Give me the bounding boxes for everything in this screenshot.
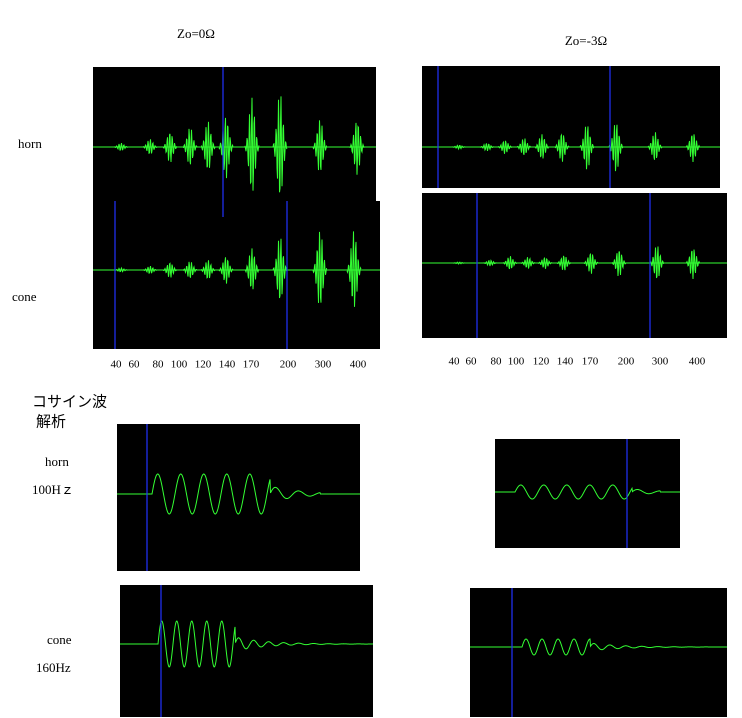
burst — [346, 231, 362, 307]
row-label: horn — [45, 454, 69, 469]
scope-screen — [117, 424, 360, 571]
waveform — [495, 484, 680, 500]
freq-tick-label: 100 — [508, 356, 525, 368]
row-label: cone — [47, 632, 72, 647]
row-label: cone — [12, 289, 37, 304]
burst — [244, 97, 260, 191]
scope-screen — [93, 67, 376, 217]
scope-screen — [422, 193, 727, 338]
freq-tick-label: 170 — [243, 359, 260, 371]
burst — [244, 248, 260, 290]
freq-tick-label: 40 — [449, 356, 461, 368]
burst — [611, 251, 627, 277]
freq-label: 100Hｚ — [32, 482, 74, 497]
waveform — [117, 473, 360, 515]
scope-screen — [120, 585, 373, 717]
freq-tick-label: 140 — [557, 356, 574, 368]
freq-tick-label: 300 — [652, 356, 669, 368]
burst — [647, 132, 663, 160]
header: Zo=0Ω — [177, 26, 215, 41]
freq-tick-label: 120 — [533, 356, 550, 368]
freq-tick-label: 120 — [195, 359, 212, 371]
burst — [349, 122, 365, 175]
burst — [218, 257, 234, 284]
freq-tick-label: 80 — [153, 359, 165, 371]
waveform — [120, 620, 374, 668]
freq-label: 160Hz — [36, 660, 71, 675]
scope-screen — [470, 588, 727, 717]
burst — [218, 117, 234, 179]
freq-tick-label: 100 — [171, 359, 188, 371]
freq-tick-label: 300 — [315, 359, 332, 371]
burst — [685, 249, 701, 279]
scope-screen — [93, 201, 380, 349]
section-title: コサイン波 — [32, 393, 107, 410]
freq-tick-label: 400 — [350, 359, 367, 371]
header: Zo=-3Ω — [565, 33, 607, 48]
freq-tick-label: 400 — [689, 356, 706, 368]
burst — [554, 133, 570, 162]
freq-tick-label: 200 — [618, 356, 635, 368]
row-label: horn — [18, 136, 42, 151]
freq-tick-label: 80 — [491, 356, 503, 368]
burst — [162, 262, 178, 278]
freq-tick-label: 60 — [129, 359, 141, 371]
scopes — [93, 66, 728, 717]
waveform — [470, 638, 728, 656]
scope-screen — [422, 66, 720, 188]
burst — [200, 121, 216, 168]
burst — [182, 128, 198, 165]
burst — [272, 238, 288, 299]
burst — [685, 134, 701, 162]
freq-tick-label: 60 — [466, 356, 478, 368]
section-title: 解析 — [36, 413, 66, 430]
freq-tick-label: 40 — [111, 359, 123, 371]
freq-tick-label: 140 — [219, 359, 236, 371]
burst — [649, 246, 665, 279]
burst — [162, 133, 178, 162]
burst — [516, 138, 532, 155]
freq-tick-label: 170 — [582, 356, 599, 368]
burst — [272, 96, 288, 193]
freq-tick-label: 200 — [280, 359, 297, 371]
burst — [534, 134, 550, 159]
